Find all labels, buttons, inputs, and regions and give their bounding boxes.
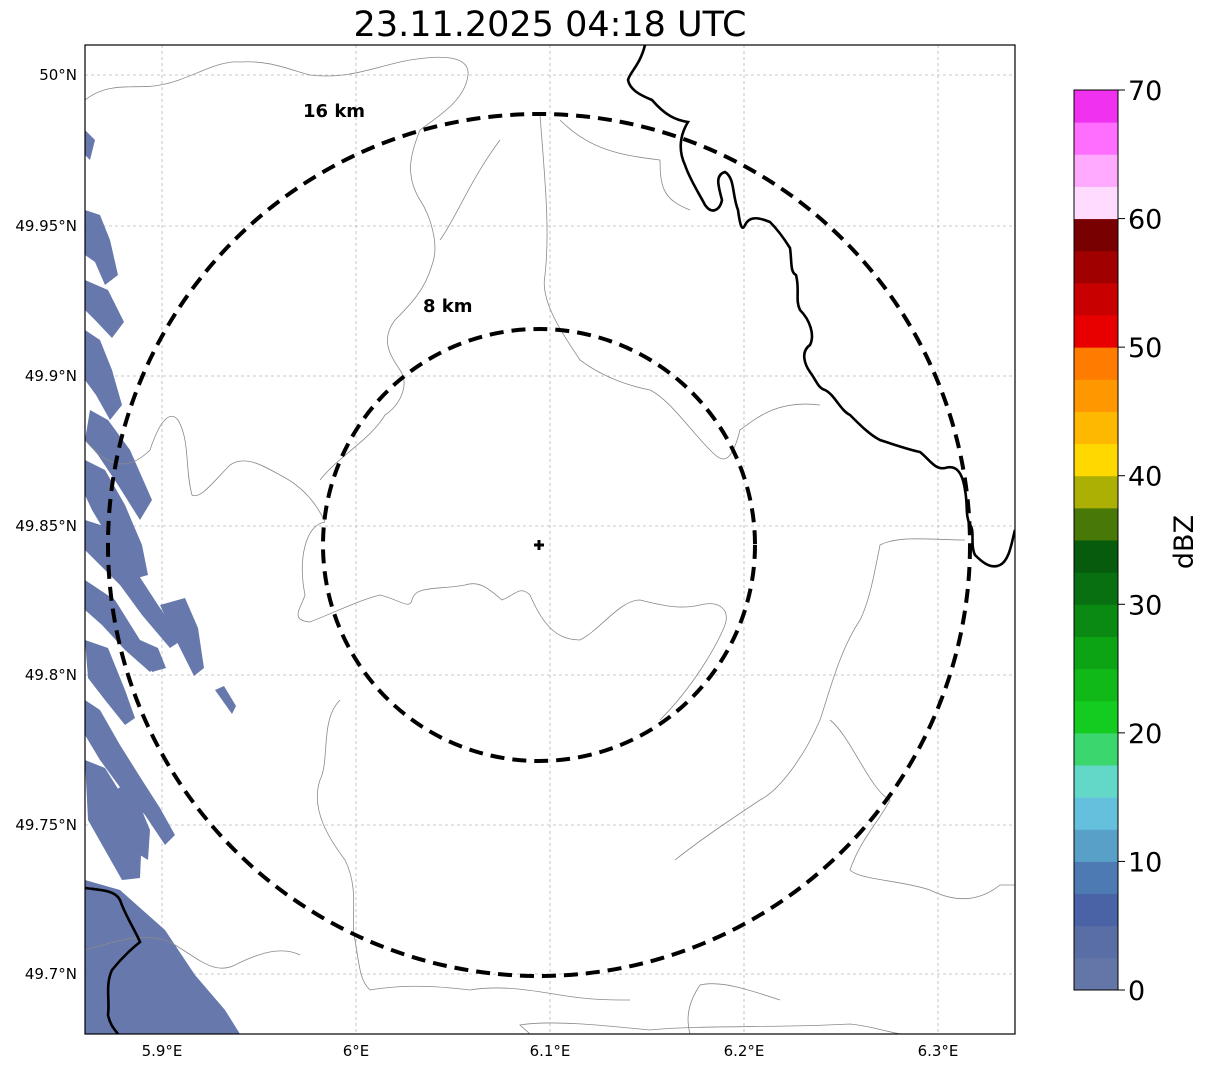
lat-tick-label: 49.7°N xyxy=(25,965,77,983)
colorbar-tick-label: 40 xyxy=(1128,462,1162,493)
colorbar-band xyxy=(1074,443,1118,477)
radar-echoes xyxy=(85,130,240,1034)
colorbar-band xyxy=(1074,218,1118,252)
lat-tick-label: 49.9°N xyxy=(25,367,77,385)
colorbar-band xyxy=(1074,957,1118,991)
colorbar-ticks: 0 10 20 30 40 50 60 70 xyxy=(1118,76,1162,1007)
map-title: 23.11.2025 04:18 UTC xyxy=(353,5,747,45)
colorbar-tick-label: 30 xyxy=(1128,590,1162,621)
range-ring-label-16km: 16 km xyxy=(303,101,365,122)
colorbar-band xyxy=(1074,668,1118,702)
colorbar-band xyxy=(1074,893,1118,927)
colorbar-band xyxy=(1074,732,1118,766)
range-ring-8km xyxy=(321,327,757,763)
lon-tick-label: 6°E xyxy=(343,1042,370,1060)
lon-tick-label: 6.1°E xyxy=(530,1042,571,1060)
colorbar-band xyxy=(1074,154,1118,187)
range-ring-16km xyxy=(106,112,972,978)
colorbar-band xyxy=(1074,379,1118,412)
colorbar-tick-label: 50 xyxy=(1128,333,1162,364)
lon-tick-label: 6.2°E xyxy=(724,1042,765,1060)
colorbar-band xyxy=(1074,347,1118,380)
range-ring-label-8km: 8 km xyxy=(423,296,473,317)
colorbar-tick-label: 60 xyxy=(1128,205,1162,236)
lon-tick-label: 5.9°E xyxy=(142,1042,183,1060)
radar-center-marker xyxy=(534,540,544,550)
lat-tick-label: 50°N xyxy=(39,66,77,84)
colorbar-band xyxy=(1074,250,1118,284)
admin-boundaries xyxy=(85,56,1015,1034)
colorbar-band xyxy=(1074,829,1118,862)
lat-tick-label: 49.75°N xyxy=(15,816,77,834)
colorbar-band xyxy=(1074,186,1118,220)
colorbar-band xyxy=(1074,861,1118,895)
colorbar-label: dBZ xyxy=(1169,515,1200,569)
colorbar-band xyxy=(1074,797,1118,830)
colorbar-band xyxy=(1074,765,1118,798)
range-rings xyxy=(106,112,972,978)
colorbar-tick-label: 20 xyxy=(1128,719,1162,750)
colorbar: 0 10 20 30 40 50 60 70 dBZ xyxy=(1073,76,1200,1007)
lon-tick-labels: 5.9°E 6°E 6.1°E 6.2°E 6.3°E xyxy=(142,1042,959,1060)
colorbar-band xyxy=(1074,90,1118,123)
colorbar-band xyxy=(1074,604,1118,637)
colorbar-band xyxy=(1074,700,1118,734)
lat-tick-label: 49.85°N xyxy=(15,517,77,535)
colorbar-band xyxy=(1074,507,1118,541)
colorbar-band xyxy=(1074,475,1118,509)
colorbar-band xyxy=(1074,540,1118,573)
colorbar-band xyxy=(1074,636,1118,670)
lat-tick-label: 49.95°N xyxy=(15,217,77,235)
colorbar-tick-label: 70 xyxy=(1128,76,1162,107)
colorbar-tick-label: 10 xyxy=(1128,847,1162,878)
colorbar-tick-label: 0 xyxy=(1128,976,1145,1007)
colorbar-band xyxy=(1074,282,1118,316)
colorbar-band xyxy=(1074,122,1118,155)
colorbar-bands xyxy=(1074,90,1118,991)
lon-tick-label: 6.3°E xyxy=(918,1042,959,1060)
colorbar-band xyxy=(1074,925,1118,959)
colorbar-band xyxy=(1074,572,1118,605)
lat-tick-labels: 50°N 49.95°N 49.9°N 49.85°N 49.8°N 49.75… xyxy=(15,66,77,983)
gridlines xyxy=(85,45,1015,1034)
colorbar-frame xyxy=(1073,89,1119,991)
lat-tick-label: 49.8°N xyxy=(25,666,77,684)
map-frame xyxy=(84,44,1016,1035)
colorbar-band xyxy=(1074,411,1118,445)
colorbar-band xyxy=(1074,315,1118,348)
